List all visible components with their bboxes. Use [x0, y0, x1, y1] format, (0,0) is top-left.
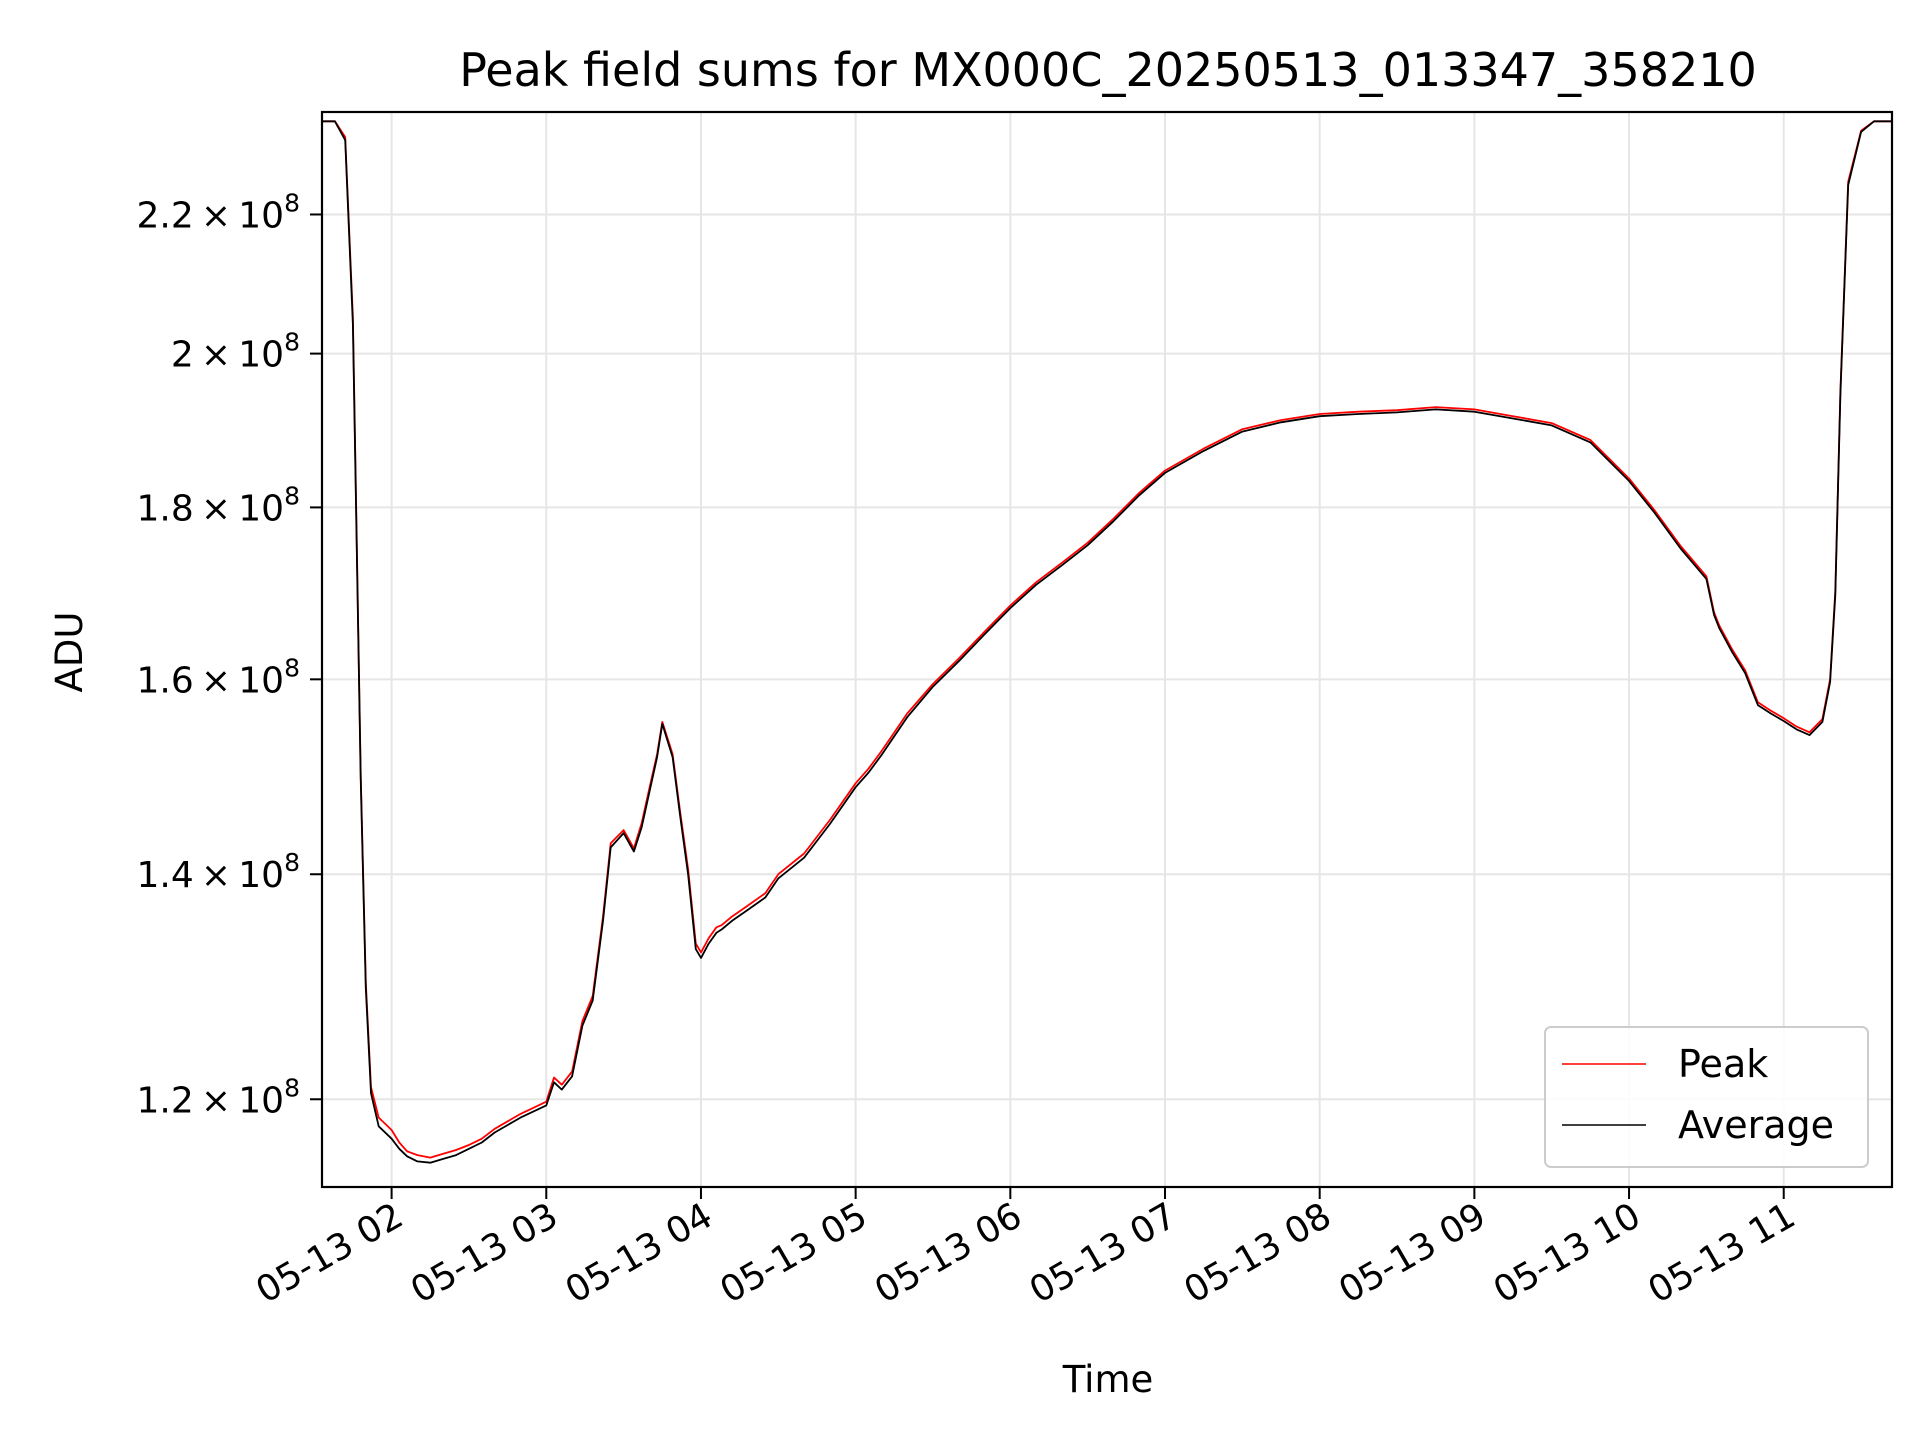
- legend-label-average: Average: [1678, 1103, 1834, 1147]
- legend-label-peak: Peak: [1678, 1042, 1768, 1086]
- y-tick-exponent: 8: [284, 1073, 300, 1102]
- y-tick-exponent: 8: [284, 653, 300, 682]
- y-tick-label: 2.2 × 108: [136, 188, 300, 236]
- series-lines: [322, 120, 1892, 1164]
- y-axis-label: ADU: [48, 612, 91, 693]
- y-tick-exponent: 8: [284, 848, 300, 877]
- y-tick-mantissa: 2: [171, 335, 194, 376]
- y-tick-label: 1.4 × 108: [136, 848, 300, 896]
- y-tick-label: 1.6 × 108: [136, 653, 300, 701]
- y-tick-exponent: 8: [284, 188, 300, 217]
- y-tick-label: 1.2 × 108: [136, 1073, 300, 1121]
- chart-title: Peak field sums for MX000C_20250513_0133…: [459, 43, 1757, 97]
- x-axis-label: Time: [1062, 1358, 1154, 1401]
- series-line-peak: [322, 120, 1892, 1159]
- y-tick-mantissa: 1.6: [136, 660, 193, 701]
- y-tick-label: 1.8 × 108: [136, 481, 300, 529]
- series-line-average: [322, 120, 1892, 1164]
- y-tick-mantissa: 2.2: [136, 195, 193, 236]
- legend: Peak Average: [1544, 1026, 1869, 1168]
- y-tick-mantissa: 1.4: [136, 855, 193, 896]
- y-tick-exponent: 8: [284, 481, 300, 510]
- plot-frame: [320, 110, 1894, 1189]
- y-tick-mantissa: 1.8: [136, 488, 193, 529]
- y-tick-mantissa: 1.2: [136, 1080, 193, 1121]
- y-tick-label: 2 × 108: [171, 328, 300, 376]
- y-tick-exponent: 8: [284, 328, 300, 357]
- legend-box: [1544, 1026, 1869, 1168]
